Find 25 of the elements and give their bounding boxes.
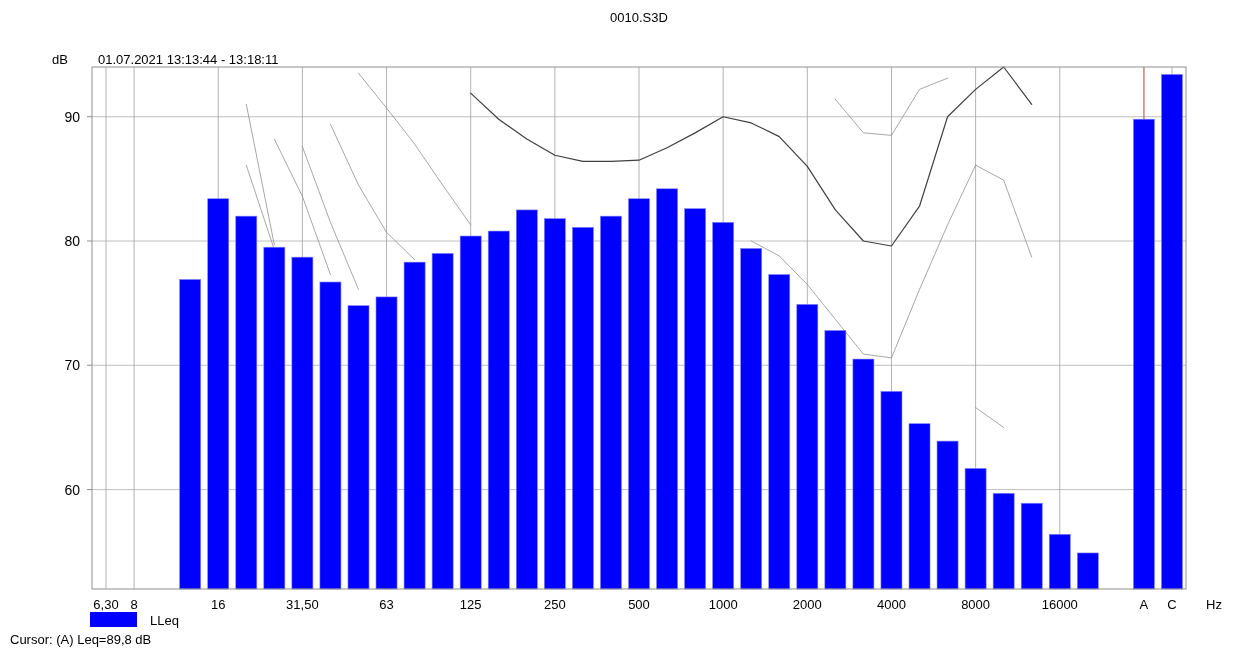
- x-tick-label: 6,30: [93, 597, 119, 612]
- y-tick-label: 90: [64, 108, 81, 125]
- chart-title: 0010.S3D: [610, 10, 668, 25]
- x-tick-label: 16: [211, 597, 226, 612]
- y-tick-label: 60: [64, 481, 81, 498]
- y-tick-label: 70: [64, 357, 81, 374]
- y-axis-title: dB: [52, 52, 68, 67]
- x-tick-label: 4000: [877, 597, 906, 612]
- x-tick-label: 31,50: [286, 597, 319, 612]
- x-tick-label: 1000: [708, 597, 738, 612]
- x-tick-label: 500: [628, 597, 650, 612]
- text: Cursor: (A) Leq=89,8 dB: [10, 632, 152, 647]
- x-tick-label: C: [1167, 597, 1177, 612]
- x-tick-label: 8: [130, 597, 138, 612]
- x-tick-label: 250: [543, 597, 566, 612]
- x-axis-title: Hz: [1206, 597, 1222, 612]
- x-tick-label: 63: [379, 597, 394, 612]
- x-tick-label: 125: [459, 597, 482, 612]
- chart-subtitle: 01.07.2021 13:13:44 - 13:18:11: [98, 52, 279, 67]
- x-tick-label: A: [1139, 597, 1149, 612]
- y-tick-label: 80: [64, 233, 81, 249]
- x-tick-label: 2000: [792, 597, 822, 612]
- x-tick-label: 8000: [961, 597, 991, 612]
- legend-label: LLeq: [150, 613, 179, 628]
- x-tick-label: 16000: [1041, 597, 1078, 612]
